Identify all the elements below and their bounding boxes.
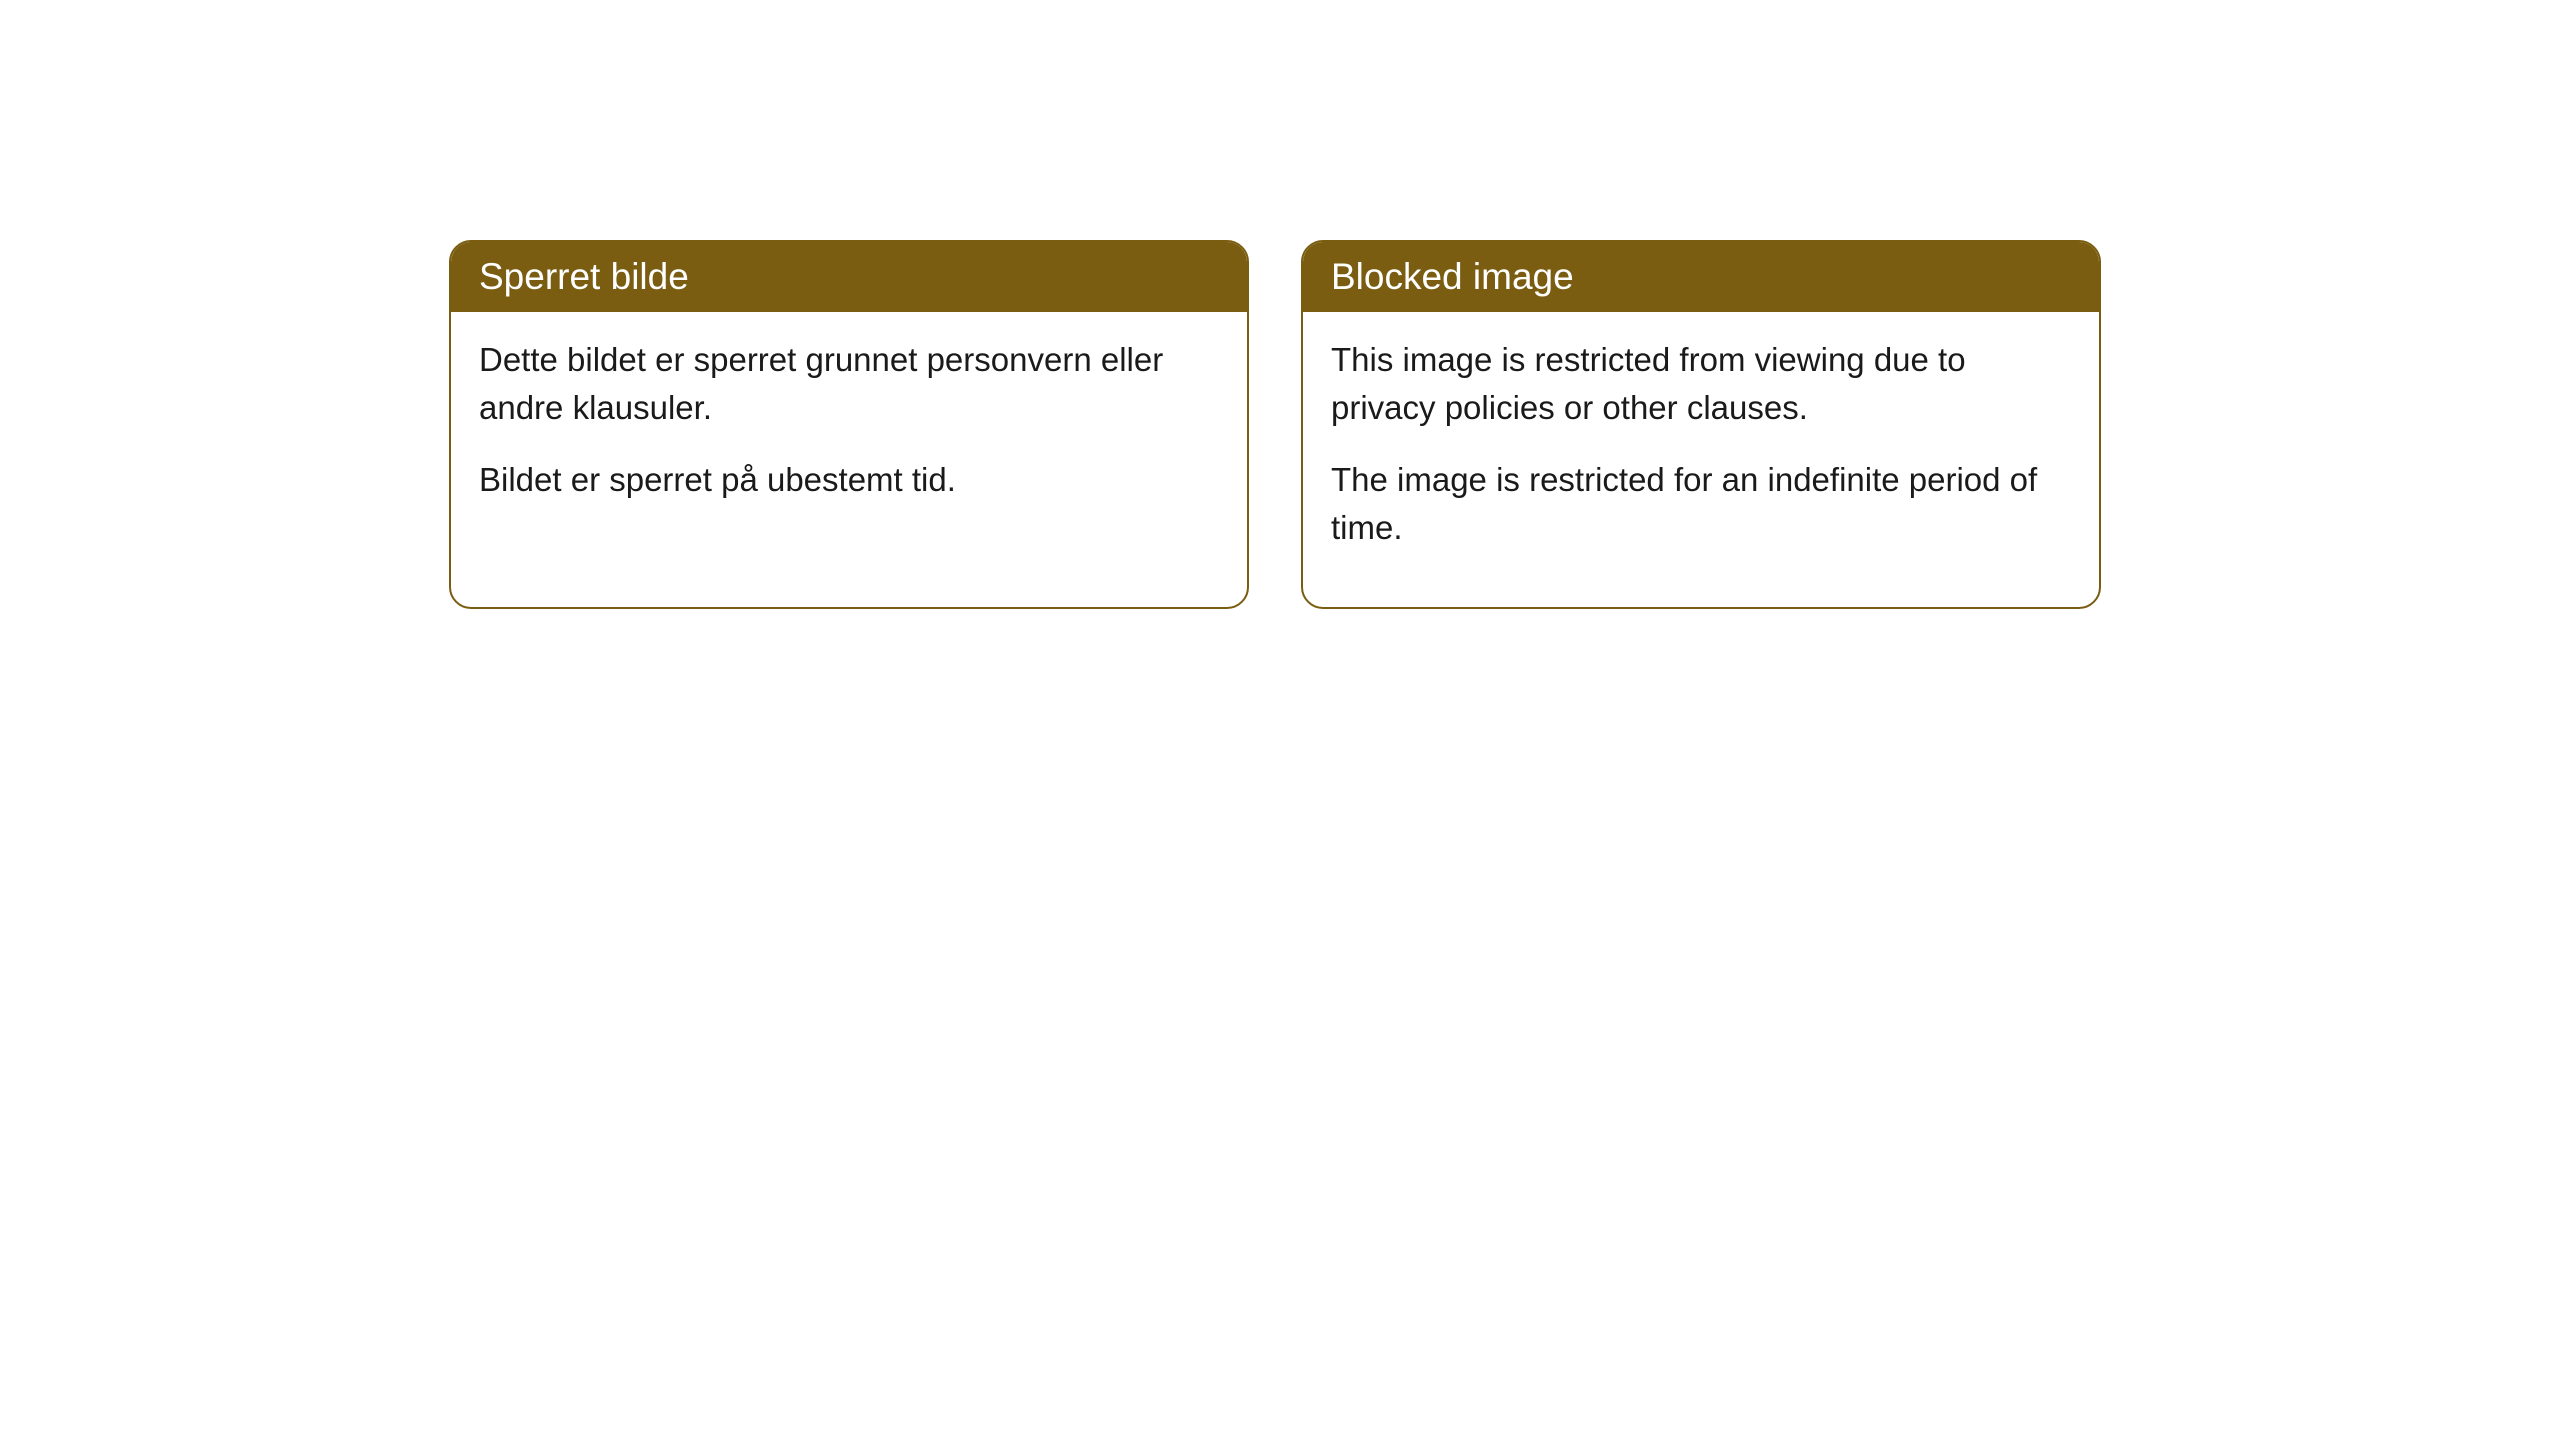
card-header-english: Blocked image <box>1303 242 2099 312</box>
card-title-norwegian: Sperret bilde <box>479 256 689 297</box>
card-header-norwegian: Sperret bilde <box>451 242 1247 312</box>
blocked-image-card-norwegian: Sperret bilde Dette bildet er sperret gr… <box>449 240 1249 609</box>
notice-text-english-1: This image is restricted from viewing du… <box>1331 336 2071 432</box>
notice-text-english-2: The image is restricted for an indefinit… <box>1331 456 2071 552</box>
card-body-english: This image is restricted from viewing du… <box>1303 312 2099 607</box>
blocked-image-card-english: Blocked image This image is restricted f… <box>1301 240 2101 609</box>
card-body-norwegian: Dette bildet er sperret grunnet personve… <box>451 312 1247 560</box>
notice-cards-container: Sperret bilde Dette bildet er sperret gr… <box>449 240 2101 609</box>
notice-text-norwegian-1: Dette bildet er sperret grunnet personve… <box>479 336 1219 432</box>
card-title-english: Blocked image <box>1331 256 1574 297</box>
notice-text-norwegian-2: Bildet er sperret på ubestemt tid. <box>479 456 1219 504</box>
